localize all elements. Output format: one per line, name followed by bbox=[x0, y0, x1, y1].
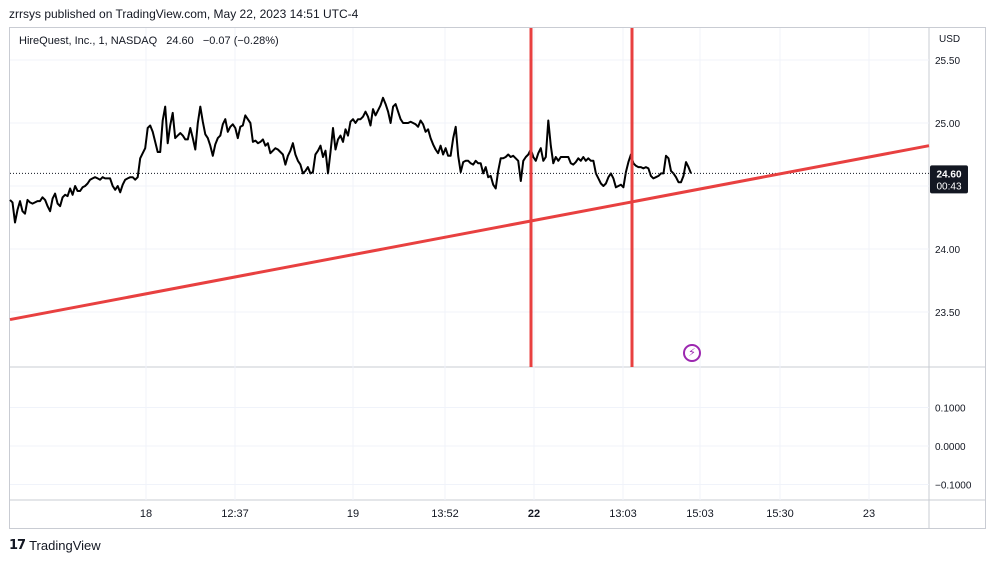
time-tick-label: 15:03 bbox=[686, 508, 714, 520]
time-tick-label: 22 bbox=[528, 508, 540, 520]
current-price-label: 24.60 bbox=[936, 169, 961, 180]
flash-button[interactable]: ⚡ bbox=[683, 344, 701, 362]
time-tick-label: 23 bbox=[863, 508, 875, 520]
price-series-line bbox=[9, 96, 692, 224]
indicator-tick-label: 0.0000 bbox=[935, 442, 966, 453]
legend-change: −0.07 (−0.28%) bbox=[202, 35, 279, 47]
time-tick-label: 15:30 bbox=[766, 508, 794, 520]
price-tick-label: 25.50 bbox=[935, 56, 960, 67]
trend-line bbox=[9, 144, 930, 322]
time-tick-label: 13:52 bbox=[431, 508, 459, 520]
chart-frame bbox=[9, 27, 986, 529]
price-tick-label: 24.00 bbox=[935, 245, 960, 256]
tradingview-logo-icon: 17 bbox=[9, 538, 26, 553]
lightning-icon: ⚡ bbox=[688, 346, 696, 359]
countdown-label: 00:43 bbox=[936, 181, 961, 192]
current-price-label-box bbox=[930, 165, 968, 194]
time-tick-label: 19 bbox=[347, 508, 359, 520]
indicator-tick-label: −0.1000 bbox=[935, 481, 972, 492]
publish-header: zrrsys published on TradingView.com, May… bbox=[9, 7, 359, 21]
price-axis-unit: USD bbox=[939, 34, 961, 45]
footer-brand[interactable]: 17 TradingView bbox=[9, 538, 101, 553]
time-tick-label: 18 bbox=[140, 508, 152, 520]
legend-last-price: 24.60 bbox=[166, 35, 194, 47]
time-tick-label: 13:03 bbox=[609, 508, 637, 520]
chart-legend: HireQuest, Inc., 1, NASDAQ 24.60 −0.07 (… bbox=[19, 35, 279, 47]
time-tick-label: 12:37 bbox=[221, 508, 249, 520]
price-tick-label: 25.00 bbox=[935, 119, 960, 130]
price-tick-label: 23.50 bbox=[935, 308, 960, 319]
legend-symbol: HireQuest, Inc., 1, NASDAQ bbox=[19, 35, 158, 47]
indicator-tick-label: 0.1000 bbox=[935, 404, 966, 415]
footer-brand-label: TradingView bbox=[29, 538, 101, 553]
